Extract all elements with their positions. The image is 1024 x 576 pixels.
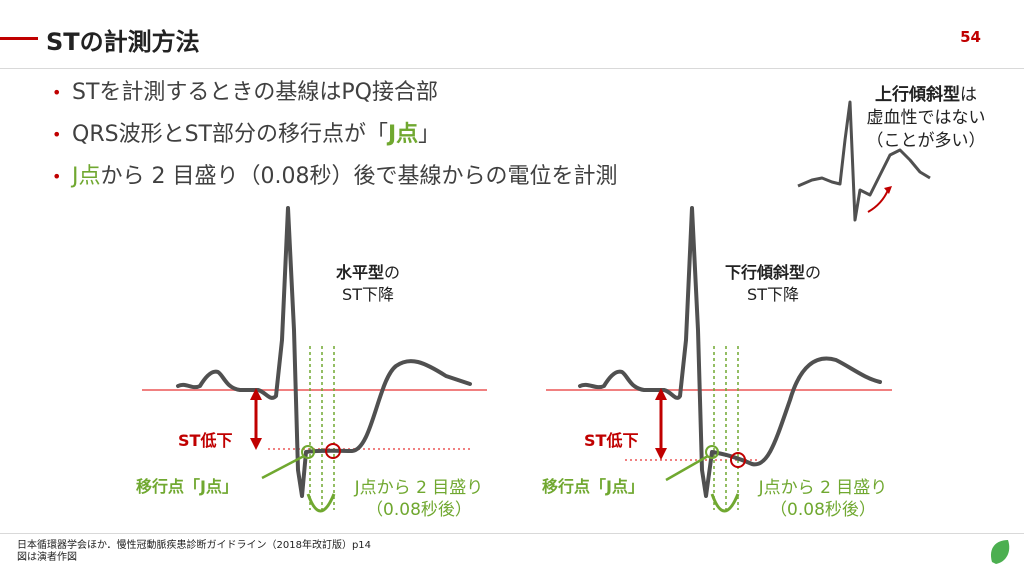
- logo-leaf-icon: [990, 540, 1010, 564]
- right-ecg-waveform: [578, 206, 882, 498]
- footer-citation: 日本循環器学会ほか．慢性冠動脈疾患診断ガイドライン（2018年改訂版）p14 図…: [17, 540, 372, 563]
- left-brace-curve: [306, 493, 336, 513]
- left-st-depression-label: ST低下: [178, 431, 233, 450]
- bullet-dot-icon: •: [52, 83, 62, 102]
- j-point-highlight: J点: [387, 122, 419, 147]
- left-j-point-marker: [301, 445, 315, 459]
- left-measure-point-marker: [325, 443, 341, 459]
- title-divider: [0, 68, 1024, 69]
- j-point-highlight: J点: [72, 164, 101, 189]
- upsloping-arrow-icon: [867, 189, 889, 213]
- left-measure-note: J点から 2 目盛り （0.08秒後）: [354, 478, 484, 520]
- bullet-item-j-point: • QRS波形とST部分の移行点が「J点」: [48, 114, 617, 156]
- page-title: STの計測方法: [46, 28, 200, 56]
- right-type-label: 下行傾斜型の ST下降: [724, 263, 822, 304]
- right-brace-curve: [710, 493, 740, 513]
- left-st-arrowhead-up-icon: [250, 388, 262, 400]
- bullet-dot-icon: •: [52, 167, 62, 186]
- left-j-pointer-line: [261, 454, 305, 480]
- right-j-point-marker: [705, 445, 719, 459]
- bullet-item-baseline: • STを計測するときの基線はPQ接合部: [48, 72, 617, 114]
- bullet-item-measure: • J点から 2 目盛り（0.08秒）後で基線からの電位を計測: [48, 156, 617, 198]
- title-accent-bar: [0, 37, 38, 40]
- right-st-depression-label: ST低下: [584, 431, 639, 450]
- left-st-arrowhead-down-icon: [250, 438, 262, 450]
- left-transition-label: 移行点「J点」: [136, 477, 238, 496]
- bullet-list: • STを計測するときの基線はPQ接合部 • QRS波形とST部分の移行点が「J…: [48, 72, 617, 198]
- right-st-arrowhead-up-icon: [655, 388, 667, 400]
- upsloping-note: 上行傾斜型は 虚血性ではない （ことが多い）: [866, 85, 986, 151]
- upsloping-arrowhead-icon: [884, 186, 892, 194]
- right-j-pointer-line: [665, 454, 709, 482]
- footer-divider: [0, 533, 1024, 534]
- bullet-dot-icon: •: [52, 125, 62, 144]
- left-type-label: 水平型の ST下降: [335, 263, 401, 304]
- right-measure-note: J点から 2 目盛り （0.08秒後）: [758, 478, 888, 520]
- upsloping-ecg-waveform: [797, 100, 931, 222]
- page-number: 54: [960, 28, 981, 46]
- left-ecg-waveform: [176, 206, 472, 498]
- right-measure-point-marker: [730, 452, 746, 468]
- right-st-arrowhead-down-icon: [655, 448, 667, 460]
- right-transition-label: 移行点「J点」: [542, 477, 644, 496]
